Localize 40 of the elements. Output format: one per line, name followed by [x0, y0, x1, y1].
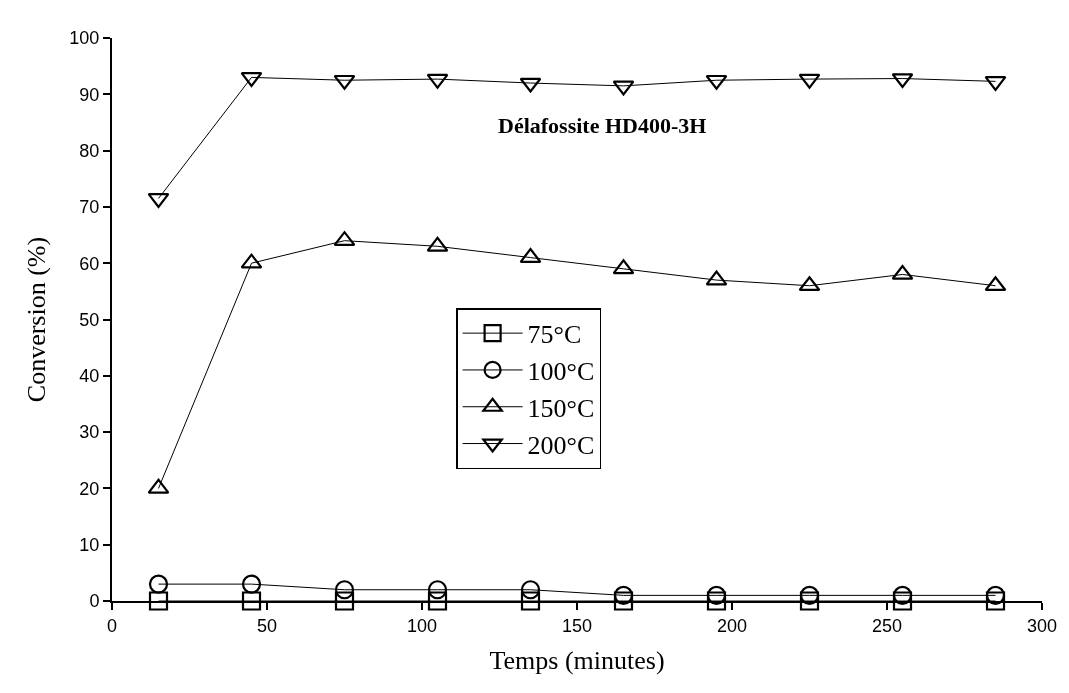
point	[241, 591, 262, 611]
y-tick-label: 90	[79, 84, 100, 105]
point	[985, 591, 1006, 611]
point	[241, 574, 262, 594]
point	[334, 580, 355, 600]
y-axis-title: Conversion (%)	[22, 236, 52, 403]
y-tick-label: 40	[79, 366, 100, 387]
x-tick-label: 200	[716, 615, 748, 636]
x-tick-label: 250	[871, 615, 903, 636]
y-tick-label: 60	[79, 253, 100, 274]
point	[706, 591, 727, 611]
y-tick-label: 100	[69, 28, 100, 49]
legend-label: 200°C	[527, 430, 595, 460]
point	[427, 591, 448, 611]
point	[613, 591, 634, 611]
y-tick-label: 10	[79, 535, 100, 555]
annotation: Délafossite HD400-3H	[498, 113, 707, 138]
point	[148, 591, 169, 611]
x-tick-label: 0	[106, 615, 118, 636]
point	[799, 591, 820, 611]
y-tick-label: 30	[79, 422, 100, 443]
y-tick-label: 20	[79, 478, 100, 499]
x-axis-title: Temps (minutes)	[489, 645, 665, 675]
legend-label: 75°C	[527, 320, 582, 350]
y-tick-label: 80	[79, 140, 100, 161]
y-tick-label: 50	[79, 309, 100, 330]
point	[520, 580, 541, 600]
x-tick-label: 300	[1026, 615, 1058, 636]
x-tick-label: 50	[256, 615, 278, 636]
point	[148, 574, 169, 594]
y-tick-label: 0	[89, 591, 100, 612]
x-tick-label: 150	[561, 615, 593, 636]
y-tick-label: 70	[79, 197, 100, 218]
point	[334, 591, 355, 611]
point	[892, 591, 913, 611]
point	[520, 591, 541, 611]
x-tick-label: 100	[406, 615, 438, 636]
legend-label: 100°C	[527, 357, 595, 387]
legend-label: 150°C	[527, 393, 595, 423]
point	[427, 580, 448, 600]
